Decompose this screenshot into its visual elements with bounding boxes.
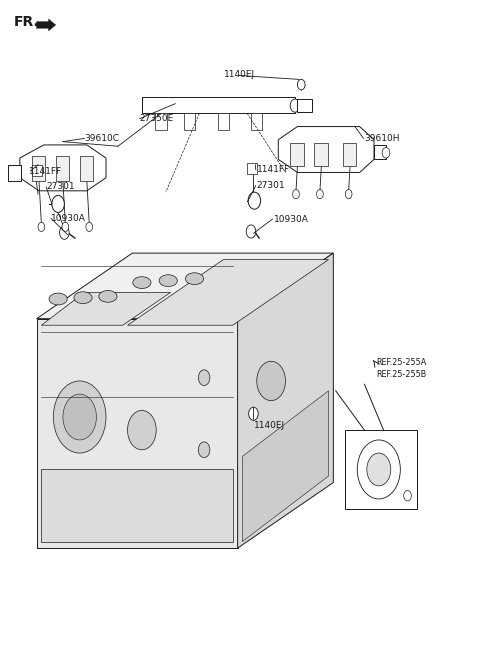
Text: 27301: 27301	[46, 183, 75, 191]
Text: 10930A: 10930A	[274, 215, 308, 223]
Ellipse shape	[159, 275, 177, 286]
Ellipse shape	[49, 293, 67, 305]
Circle shape	[367, 453, 391, 486]
Circle shape	[52, 195, 64, 212]
Polygon shape	[36, 319, 238, 548]
Polygon shape	[278, 127, 374, 173]
Bar	[80, 156, 93, 181]
Polygon shape	[36, 253, 333, 319]
Circle shape	[298, 79, 305, 90]
Ellipse shape	[99, 290, 117, 302]
Text: REF.25-255B: REF.25-255B	[376, 370, 427, 379]
Bar	[32, 165, 42, 176]
Bar	[314, 143, 327, 166]
Text: 1140EJ: 1140EJ	[225, 70, 255, 79]
Text: 1140EJ: 1140EJ	[254, 421, 286, 430]
Circle shape	[38, 222, 45, 231]
Polygon shape	[36, 19, 56, 31]
Polygon shape	[41, 470, 233, 541]
Circle shape	[248, 192, 261, 209]
Circle shape	[60, 226, 69, 239]
Bar	[56, 156, 69, 181]
Circle shape	[357, 440, 400, 499]
Circle shape	[290, 99, 300, 112]
Circle shape	[128, 411, 156, 450]
Text: REF.25-255A: REF.25-255A	[376, 358, 427, 367]
Ellipse shape	[133, 277, 151, 288]
Bar	[8, 165, 21, 181]
Text: 10930A: 10930A	[51, 214, 86, 223]
Text: 39610H: 39610H	[364, 134, 400, 143]
Circle shape	[246, 225, 256, 238]
Bar	[343, 143, 356, 166]
Text: 1141FF: 1141FF	[29, 167, 62, 175]
Polygon shape	[128, 260, 328, 325]
Circle shape	[293, 189, 300, 198]
Circle shape	[382, 148, 390, 158]
Polygon shape	[238, 253, 333, 548]
Polygon shape	[41, 292, 170, 325]
Circle shape	[198, 370, 210, 386]
Bar	[374, 145, 386, 160]
Bar	[290, 143, 304, 166]
Circle shape	[86, 222, 93, 231]
Polygon shape	[242, 391, 328, 541]
Bar	[247, 163, 257, 174]
Circle shape	[404, 490, 411, 501]
Bar	[32, 156, 45, 181]
Text: 27350E: 27350E	[140, 114, 174, 124]
Text: 27301: 27301	[257, 181, 286, 190]
Ellipse shape	[185, 273, 204, 284]
Circle shape	[198, 442, 210, 458]
Polygon shape	[251, 114, 263, 130]
Circle shape	[257, 361, 286, 401]
Polygon shape	[345, 430, 417, 509]
Text: 1141FF: 1141FF	[257, 166, 290, 174]
Circle shape	[63, 394, 96, 440]
Circle shape	[345, 189, 352, 198]
Polygon shape	[217, 114, 229, 130]
Text: 39610C: 39610C	[84, 134, 120, 143]
Circle shape	[317, 189, 323, 198]
Polygon shape	[184, 114, 195, 130]
Polygon shape	[20, 145, 106, 191]
Polygon shape	[156, 114, 167, 130]
Circle shape	[62, 222, 69, 231]
Ellipse shape	[74, 292, 92, 304]
Text: FR.: FR.	[14, 15, 40, 29]
Polygon shape	[142, 97, 295, 114]
Circle shape	[53, 381, 106, 453]
Circle shape	[249, 407, 258, 420]
Bar	[298, 99, 312, 112]
